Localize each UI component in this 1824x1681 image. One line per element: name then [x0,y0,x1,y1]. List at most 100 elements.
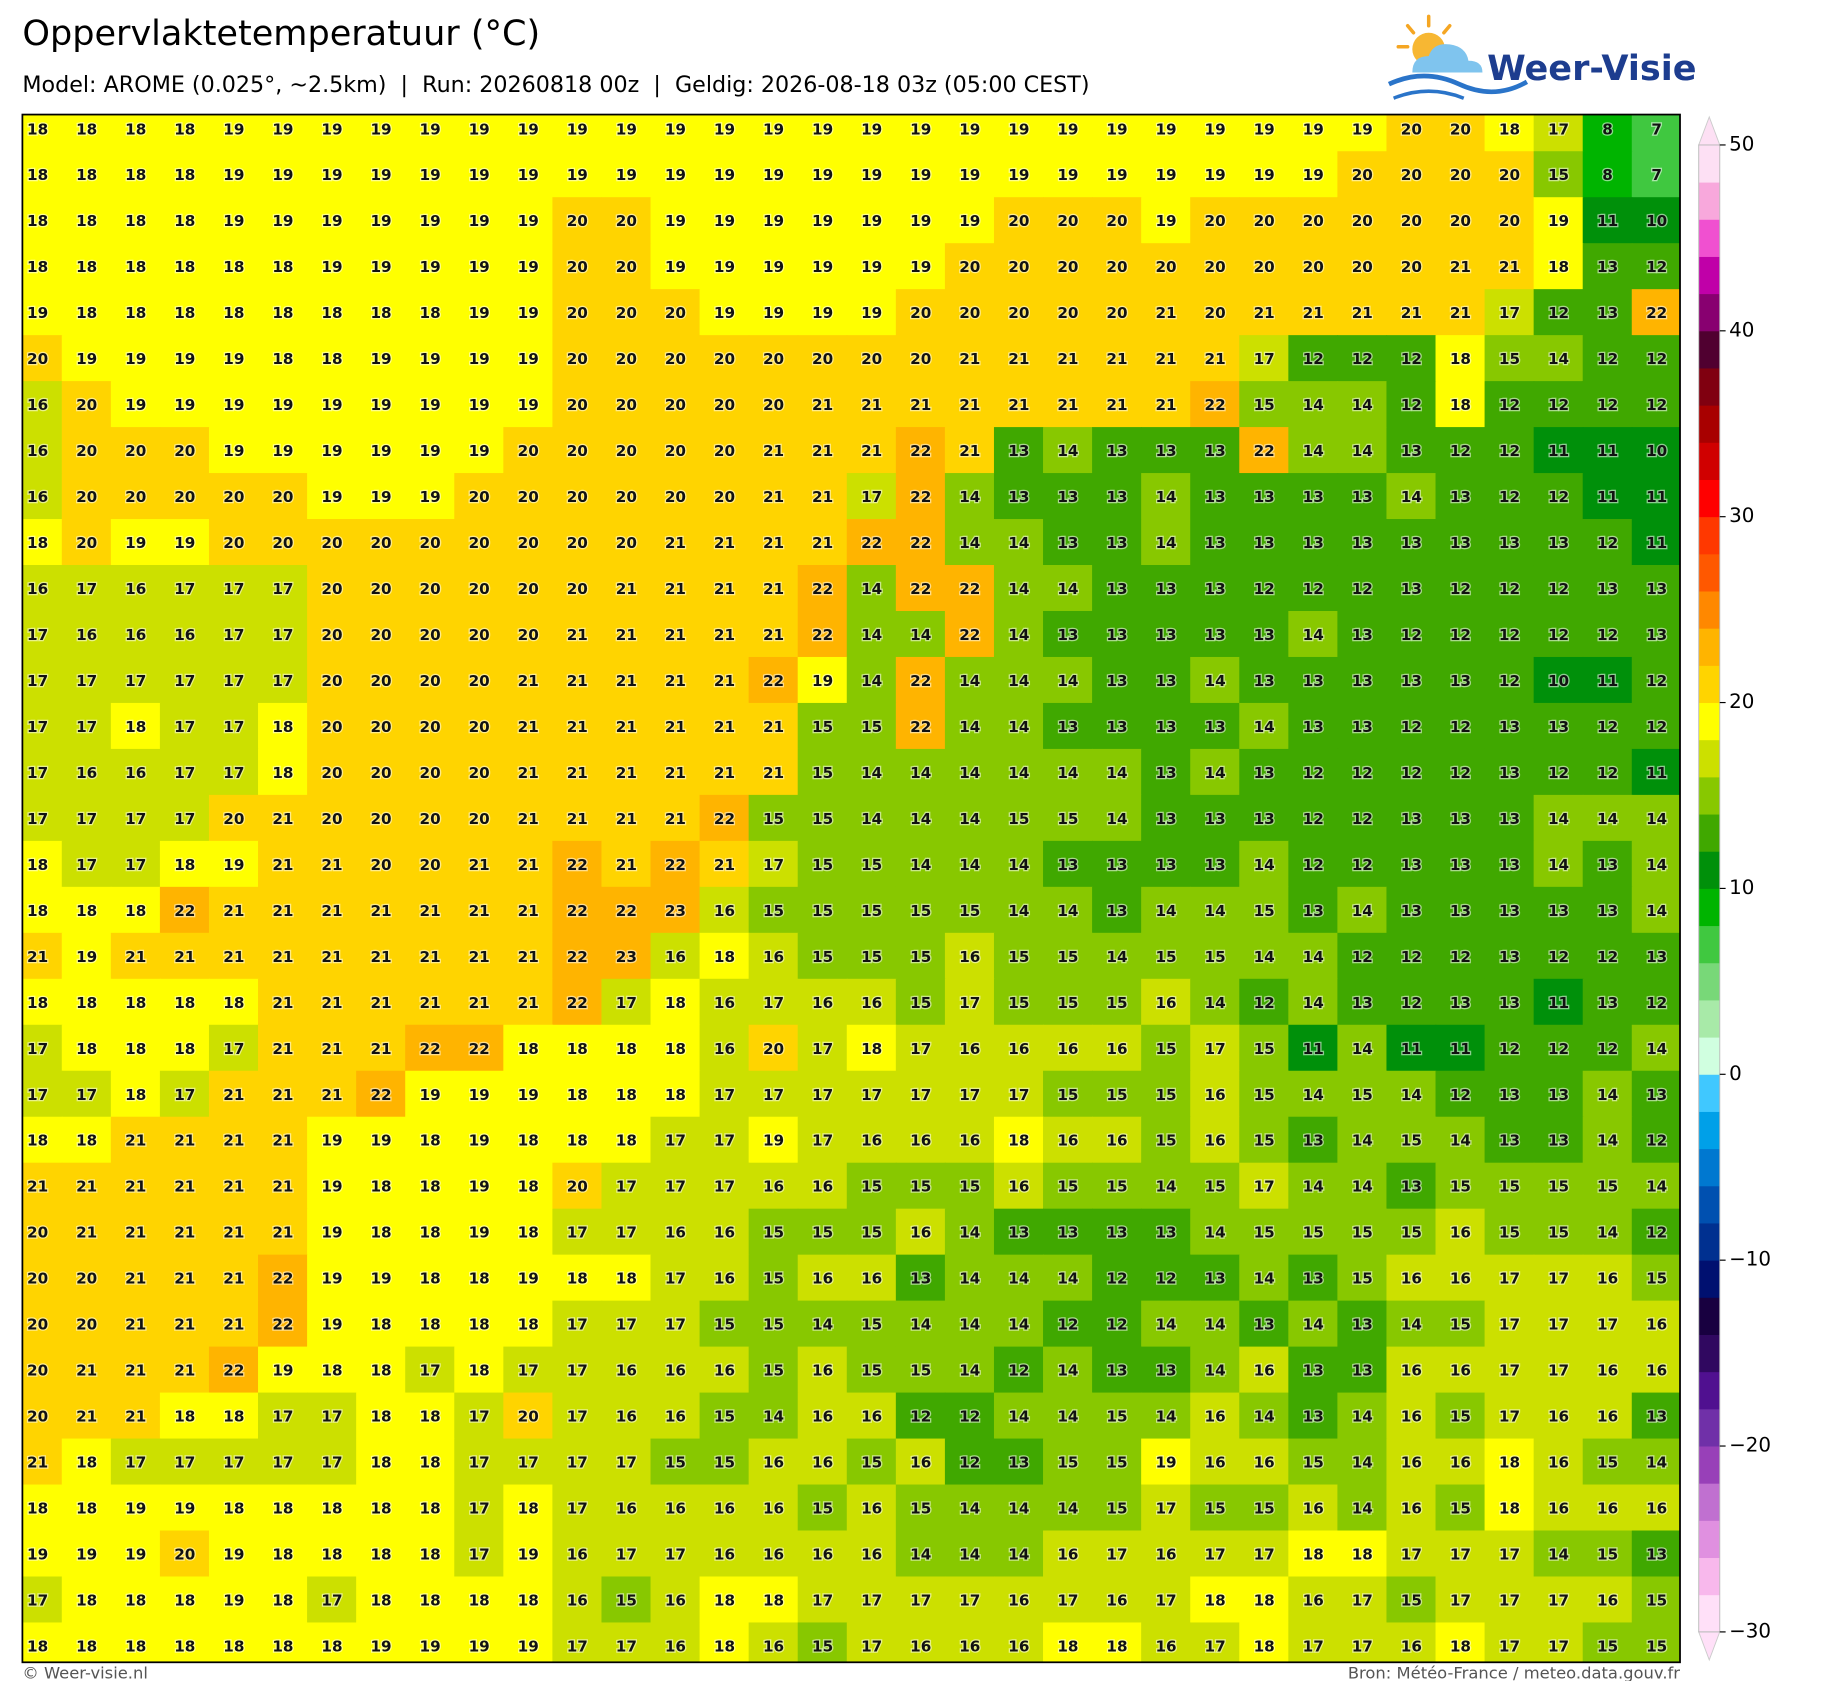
temperature-cell [1435,427,1486,474]
temperature-cell [1239,473,1290,520]
temperature-label: 18 [420,1270,441,1288]
temperature-label: 15 [1646,1270,1667,1288]
temperature-label: 21 [1008,396,1029,414]
temperature-cell [993,1254,1044,1302]
temperature-label: 15 [763,1362,784,1380]
temperature-cell [748,1622,799,1663]
temperature-cell [748,1024,799,1072]
temperature-label: 17 [125,810,146,828]
temperature-label: 19 [321,488,342,506]
temperature-cell [258,1622,308,1663]
temperature-label: 16 [812,1546,833,1564]
temperature-label: 17 [272,672,293,690]
temperature-label: 17 [272,1454,293,1472]
temperature-label: 18 [1450,396,1471,414]
temperature-label: 22 [910,442,931,460]
temperature-label: 21 [714,672,735,690]
temperature-label: 13 [1254,534,1275,552]
temperature-cell [258,932,308,980]
temperature-label: 16 [665,1591,686,1609]
temperature-label: 20 [1450,120,1471,138]
colorbar-segment [1698,1074,1720,1112]
temperature-label: 17 [125,856,146,874]
temperature-label: 18 [125,1637,146,1655]
temperature-cell [797,1024,848,1072]
temperature-cell [1582,840,1633,888]
temperature-label: 14 [861,764,882,782]
temperature-label: 17 [1254,1178,1275,1196]
temperature-label: 19 [469,1086,490,1104]
temperature-label: 17 [567,1362,588,1380]
temperature-cell [601,840,652,888]
temperature-cell [1484,1300,1535,1348]
temperature-cell [601,519,652,566]
temperature-label: 19 [1303,166,1324,184]
temperature-cell [61,1530,112,1578]
temperature-label: 17 [1303,1637,1324,1655]
temperature-cell [208,565,259,612]
temperature-label: 20 [567,1178,588,1196]
temperature-label: 18 [1499,1454,1520,1472]
temperature-label: 16 [714,1546,735,1564]
temperature-cell [650,1116,701,1164]
temperature-cell [1533,1438,1584,1486]
temperature-label: 19 [665,166,686,184]
temperature-label: 19 [174,534,195,552]
temperature-cell [748,151,799,198]
temperature-cell [1337,519,1388,566]
temperature-cell [552,473,603,520]
temperature-label: 18 [223,1637,244,1655]
temperature-cell [1484,114,1535,152]
temperature-cell [650,473,701,520]
temperature-cell [895,886,946,934]
temperature-label: 15 [1057,1086,1078,1104]
temperature-label: 20 [1450,166,1471,184]
temperature-label: 21 [665,580,686,598]
temperature-label: 15 [714,1408,735,1426]
temperature-cell [552,243,603,290]
temperature-cell [159,565,210,612]
temperature-cell [258,473,308,520]
temperature-label: 18 [370,1178,391,1196]
temperature-cell [944,840,995,888]
temperature-label: 12 [1303,350,1324,368]
temperature-cell [699,610,750,658]
temperature-cell [61,243,112,290]
temperature-cell [1337,1438,1388,1486]
temperature-label: 17 [616,1316,637,1334]
temperature-label: 16 [959,948,980,966]
temperature-label: 17 [518,1454,539,1472]
temperature-cell [1239,610,1290,658]
colorbar-tick-label: 10 [1729,876,1754,899]
temperature-label: 12 [1401,626,1422,644]
temperature-cell [650,243,701,290]
temperature-label: 22 [959,626,980,644]
temperature-label: 22 [763,672,784,690]
temperature-label: 19 [370,258,391,276]
temperature-cell [1239,427,1290,474]
temperature-label: 18 [763,1591,784,1609]
temperature-label: 12 [1352,580,1373,598]
temperature-label: 22 [910,488,931,506]
temperature-cell [1141,1438,1191,1486]
temperature-label: 21 [27,1454,48,1472]
temperature-cell [601,748,652,796]
temperature-label: 21 [420,994,441,1012]
temperature-label: 16 [861,1500,882,1518]
temperature-cell [1533,794,1584,842]
temperature-cell [944,794,995,842]
temperature-label: 15 [959,902,980,920]
temperature-cell [895,1622,946,1663]
temperature-label: 16 [665,1362,686,1380]
temperature-cell [748,1484,799,1532]
temperature-cell [1435,610,1486,658]
temperature-cell [797,1208,848,1256]
temperature-cell [1092,473,1142,520]
temperature-cell [258,1530,308,1578]
temperature-label: 13 [1450,672,1471,690]
temperature-cell [110,1346,161,1394]
temperature-cell [895,1162,946,1210]
temperature-label: 18 [518,1591,539,1609]
temperature-label: 15 [1057,1454,1078,1472]
